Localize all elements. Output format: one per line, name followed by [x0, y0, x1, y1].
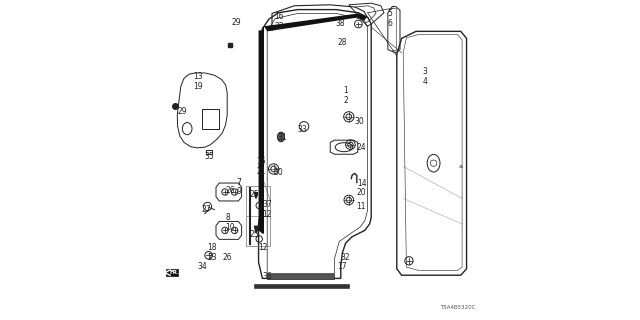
Text: 12: 12: [259, 243, 268, 252]
Text: 35: 35: [204, 152, 214, 161]
Text: 15
21: 15 21: [257, 157, 266, 175]
Text: a: a: [458, 164, 462, 169]
Text: 13
19: 13 19: [193, 72, 204, 91]
Text: 37
12: 37 12: [262, 200, 272, 219]
Text: 32: 32: [340, 253, 351, 262]
Text: 16
22: 16 22: [275, 12, 284, 31]
Text: 25: 25: [250, 190, 259, 199]
Text: 38: 38: [335, 19, 345, 28]
Polygon shape: [255, 226, 259, 233]
Polygon shape: [259, 26, 264, 234]
Text: 26: 26: [223, 253, 232, 262]
Text: 17: 17: [338, 262, 348, 271]
Text: 8
10: 8 10: [226, 213, 236, 231]
Text: 34: 34: [198, 262, 207, 271]
Text: 28: 28: [338, 38, 348, 47]
Text: FR.: FR.: [170, 270, 180, 275]
Text: 5
6: 5 6: [387, 9, 392, 28]
Bar: [268, 274, 334, 279]
Ellipse shape: [278, 132, 285, 142]
Bar: [246, 186, 271, 246]
Text: 36: 36: [262, 272, 272, 281]
Text: 31: 31: [278, 133, 287, 142]
Text: 29: 29: [232, 18, 242, 27]
Bar: [254, 284, 349, 288]
Text: 3
4: 3 4: [422, 67, 428, 86]
Text: 24: 24: [357, 143, 367, 152]
Text: 18
23: 18 23: [207, 243, 217, 262]
Text: 26: 26: [226, 186, 236, 195]
Text: 27: 27: [202, 205, 211, 214]
Text: 33: 33: [297, 125, 307, 134]
Text: T5A4B5320C: T5A4B5320C: [440, 305, 475, 310]
Text: 29: 29: [178, 107, 188, 116]
Polygon shape: [255, 193, 258, 198]
Text: 25: 25: [250, 230, 259, 239]
Text: 14
20: 14 20: [357, 179, 367, 197]
Polygon shape: [166, 269, 178, 276]
Text: 30: 30: [355, 117, 364, 126]
Text: 11: 11: [356, 202, 365, 211]
Text: 30: 30: [273, 168, 283, 177]
Polygon shape: [264, 13, 367, 31]
Bar: [206, 150, 212, 154]
Text: 1
2: 1 2: [344, 86, 348, 105]
Text: 7
9: 7 9: [237, 178, 242, 196]
Bar: [202, 109, 219, 129]
